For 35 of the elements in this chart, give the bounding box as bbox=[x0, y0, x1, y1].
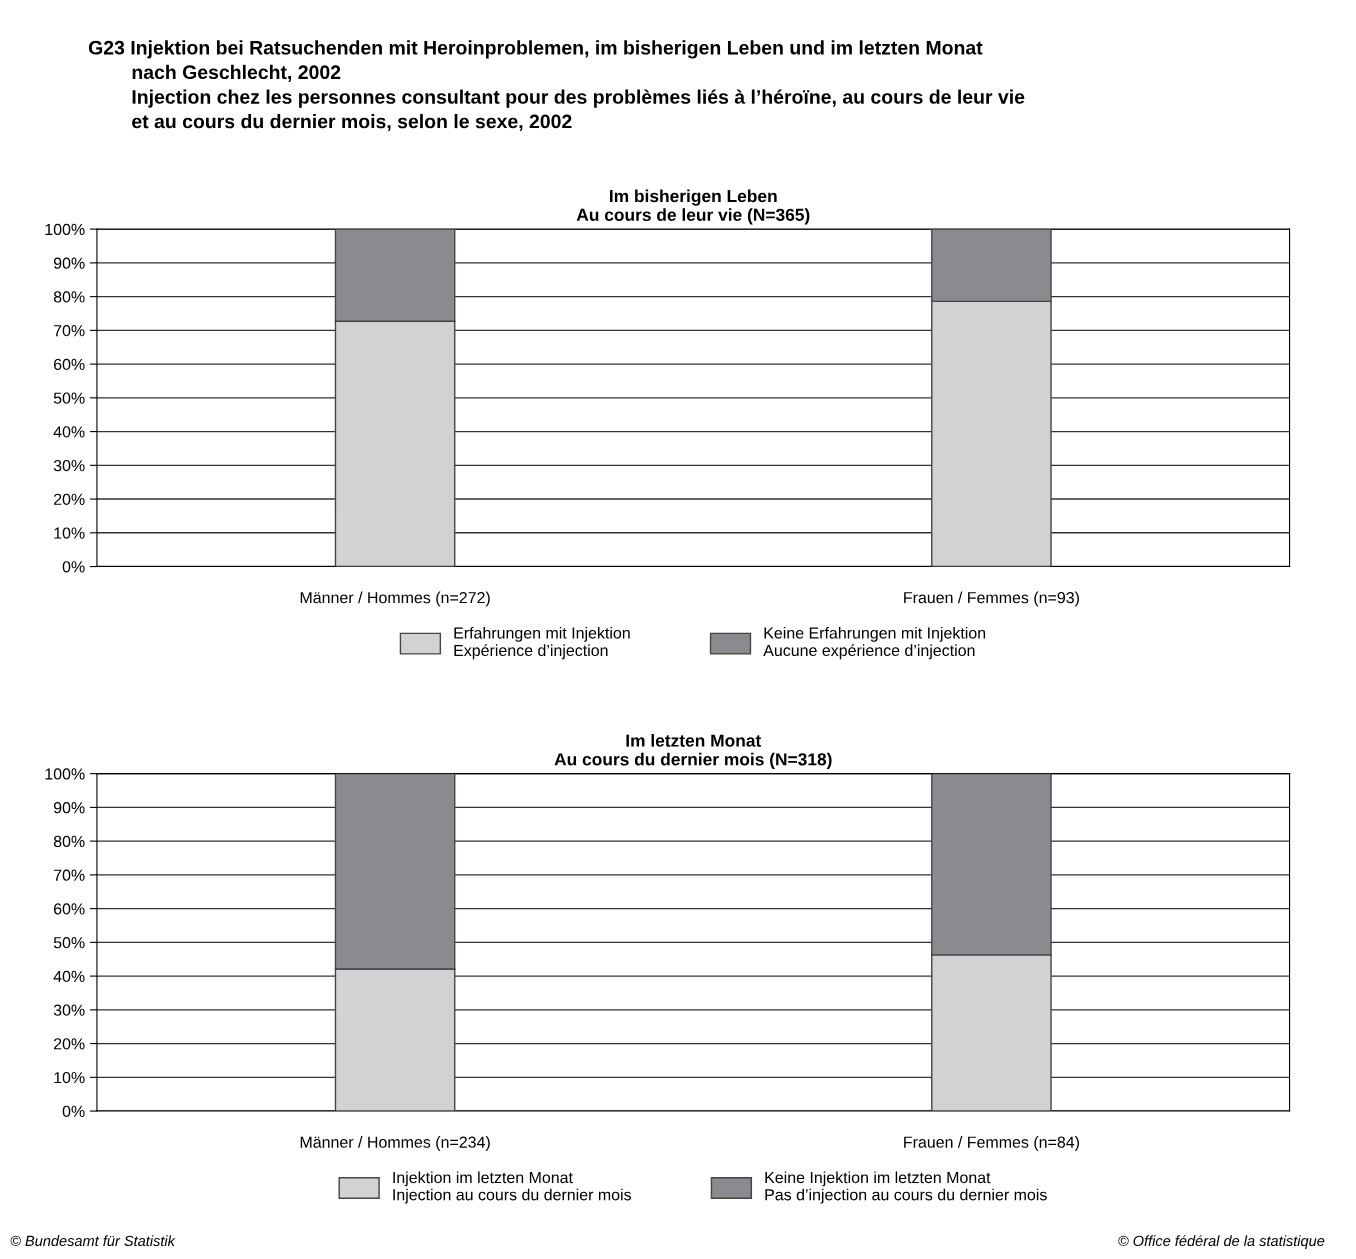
y-tick-label: 80% bbox=[53, 291, 85, 303]
y-tick-label: 90% bbox=[53, 257, 85, 269]
y-tick-label: 30% bbox=[53, 459, 85, 472]
legend-label: Injektion im letzten Monat Injection au cours du dernier mois bbox=[393, 1171, 632, 1204]
legend-label: Keine Erfahrungen mit Injektion Aucune expérience d’injection bbox=[763, 626, 986, 660]
y-tick-label: 10% bbox=[54, 527, 85, 539]
y-tick-label: 60% bbox=[53, 903, 85, 915]
y-tick-label: 60% bbox=[53, 358, 85, 371]
x-tick-label: Frauen / Femmes (n=93) bbox=[904, 591, 1079, 607]
chart-title: Im bisherigen Leben Au cours de leur vie (N=365) bbox=[576, 189, 810, 225]
y-tick-label: 0% bbox=[62, 561, 85, 573]
y-tick-label: 20% bbox=[53, 493, 85, 506]
y-tick-label: 100% bbox=[45, 768, 85, 780]
legend-label: Keine Injektion im letzten Monat Pas d’injection au cours du dernier mois bbox=[765, 1171, 1047, 1204]
y-tick-label: 40% bbox=[53, 426, 85, 438]
x-tick-label: Männer / Hommes (n=234) bbox=[300, 1136, 490, 1151]
y-tick-label: 0% bbox=[62, 1105, 85, 1118]
y-tick-label: 100% bbox=[45, 223, 85, 236]
y-tick-label: 50% bbox=[53, 392, 85, 404]
text: G23 Injektion bei Ratsuchenden mit Heroinproblemen, im bisherigen Leben und im letzten Monat nach Geschlecht, 2002 Injection chez les personnes consultant pour des problèmes liés à l’héroïne, au cours de leur vie et au cours du dernier mois, selon le sexe, 2002 bbox=[88, 40, 1025, 132]
y-tick-label: 80% bbox=[53, 835, 85, 848]
y-tick-label: 70% bbox=[54, 325, 85, 337]
text: © Office fédéral de la statistique bbox=[1118, 1235, 1325, 1249]
x-tick-label: Männer / Hommes (n=272) bbox=[300, 591, 490, 607]
y-tick-label: 90% bbox=[53, 802, 85, 814]
legend-label: Erfahrungen mit Injektion Expérience d’injection bbox=[454, 626, 630, 660]
chart-title: Im letzten Monat Au cours du dernier mois (N=318) bbox=[554, 734, 832, 769]
y-tick-label: 50% bbox=[53, 937, 85, 949]
y-tick-label: 30% bbox=[53, 1004, 85, 1016]
y-tick-label: 70% bbox=[54, 869, 85, 881]
x-tick-label: Frauen / Femmes (n=84) bbox=[904, 1136, 1079, 1151]
y-tick-label: 20% bbox=[53, 1038, 85, 1050]
y-tick-label: 10% bbox=[54, 1071, 85, 1084]
text: © Bundesamt für Statistik bbox=[10, 1235, 176, 1247]
y-tick-label: 40% bbox=[53, 970, 85, 983]
